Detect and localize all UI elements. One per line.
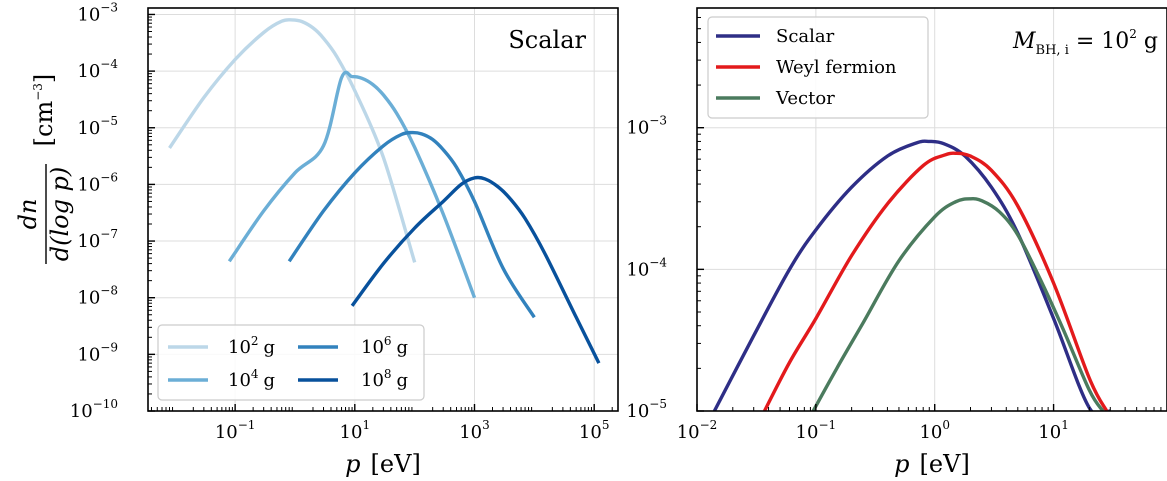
right-axes-frame (696, 7, 1167, 412)
left-y-axis-label: dn d(log p) [cm−3] (14, 74, 74, 264)
left-tick-labels: 10−1 101 103 105 10−10 10−9 10−8 10−7 10−6 10−5 10… (70, 0, 613, 443)
legend-label-vector: Vector (775, 88, 835, 109)
right-legend-box (707, 16, 929, 119)
right-series-lines (712, 139, 1111, 411)
right-y-tick-label: 10−5 (626, 397, 667, 422)
left-series-line-2 (287, 130, 536, 319)
left-y-tick-label: 10−4 (77, 57, 118, 82)
y-label-numerator: dn (14, 199, 42, 230)
left-x-tick-label: 10−1 (215, 418, 256, 443)
left-legend-box (157, 324, 425, 401)
right-x-axis-label: p [eV] (894, 450, 970, 478)
right-legend: Scalar Weyl fermion Vector (707, 16, 929, 119)
legend-label-1e2: 102 g (228, 334, 275, 358)
right-x-tick-label: 100 (919, 418, 950, 443)
left-y-tick-label: 10−9 (77, 340, 118, 365)
right-y-tick-label: 10−4 (626, 255, 667, 280)
left-x-tick-label: 105 (579, 418, 610, 443)
left-y-tick-label: 10−6 (77, 170, 118, 195)
right-x-tick-label: 10−2 (677, 418, 718, 443)
left-y-tick-label: 10−5 (77, 114, 118, 139)
right-y-tick-label: 10−3 (626, 114, 667, 139)
legend-label-weyl: Weyl fermion (776, 57, 897, 78)
left-x-tick-label: 103 (459, 418, 490, 443)
left-legend: 102 g 104 g 106 g 108 g (157, 324, 425, 401)
left-series-line-1 (227, 70, 477, 299)
left-series-line-3 (350, 175, 601, 364)
left-y-tick-label: 10−8 (77, 284, 118, 309)
right-annotation: MBH, i = 102 g (1012, 27, 1158, 58)
left-annotation: Scalar (508, 26, 586, 54)
right-series-line-2 (811, 197, 1105, 411)
left-x-tick-label: 101 (340, 418, 371, 443)
right-chart-panel: 10−2 10−1 100 101 10−5 10−4 10−3 MBH, i = 102 … (626, 7, 1167, 478)
legend-label-1e6: 106 g (361, 334, 408, 358)
right-series-line-0 (712, 139, 1111, 411)
legend-label-1e8: 108 g (361, 367, 408, 391)
left-y-tick-label: 10−3 (77, 0, 118, 25)
legend-label-1e4: 104 g (228, 367, 275, 391)
left-y-tick-label: 10−7 (77, 227, 118, 252)
right-tick-labels: 10−2 10−1 100 101 10−5 10−4 10−3 (626, 16, 1162, 443)
left-series-lines (168, 18, 601, 364)
left-y-tick-label: 10−10 (70, 397, 118, 422)
right-x-tick-label: 10−1 (796, 418, 837, 443)
legend-label-scalar: Scalar (776, 26, 835, 47)
right-series-line-1 (762, 151, 1109, 411)
right-x-tick-label: 101 (1038, 418, 1069, 443)
y-label-unit: [cm−3] (30, 74, 58, 147)
left-x-axis-label: p [eV] (345, 450, 421, 478)
left-chart-panel: 10−1 101 103 105 10−10 10−9 10−8 10−7 10−6 10−5 10… (14, 0, 619, 478)
left-series-line-0 (168, 18, 417, 263)
y-label-denominator: d(log p) (46, 167, 74, 262)
